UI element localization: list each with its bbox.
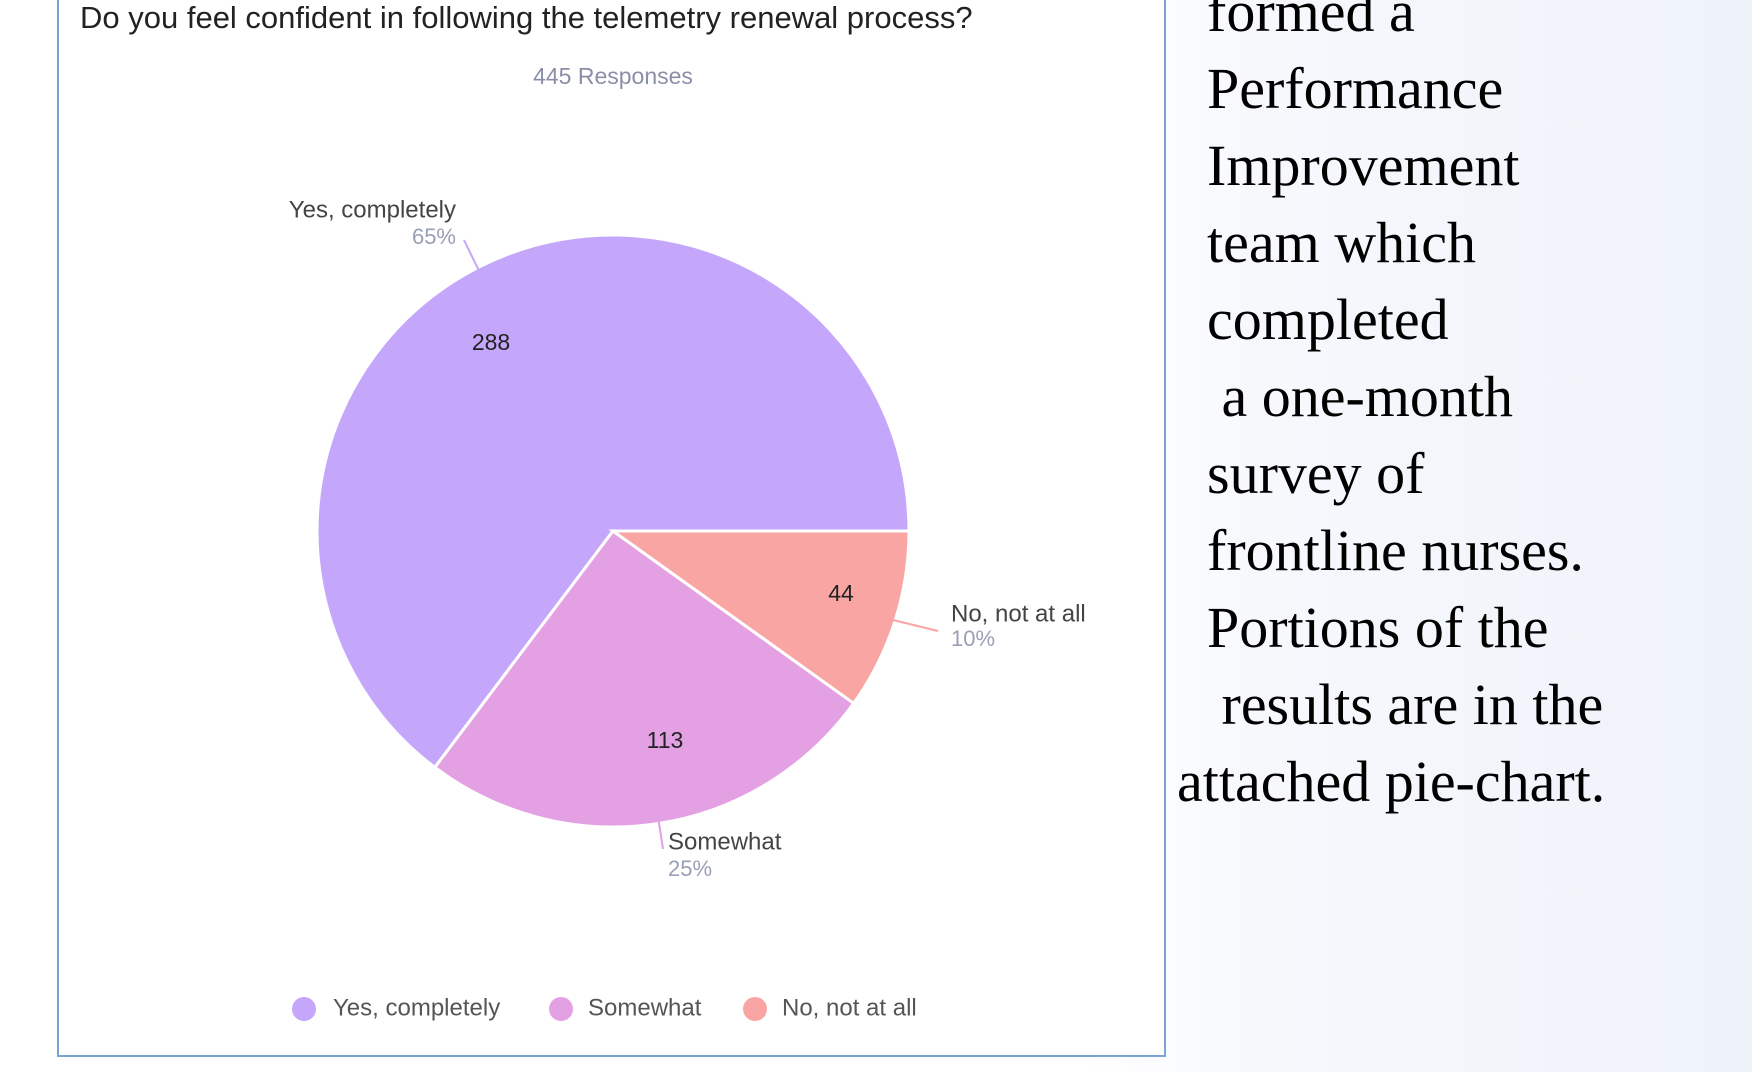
legend-label: Yes, completely	[333, 994, 500, 1021]
callout-label: Somewhat	[668, 828, 782, 855]
chart-subtitle: 445 Responses	[533, 63, 693, 89]
side-text-line: results are in the	[1207, 672, 1603, 737]
legend-swatch	[549, 997, 573, 1021]
slice-value-label: 44	[828, 580, 854, 606]
chart-title: Do you feel confident in following the t…	[80, 0, 973, 35]
legend-label: Somewhat	[588, 994, 702, 1021]
side-text-line: formed a	[1207, 0, 1415, 44]
legend-swatch	[292, 997, 316, 1021]
side-text-line: survey of	[1207, 441, 1425, 506]
legend-label: No, not at all	[782, 994, 917, 1021]
side-text-line: Improvement	[1207, 133, 1519, 198]
slice-value-label: 113	[647, 727, 684, 753]
pie	[315, 233, 911, 829]
callout-share: 10%	[951, 626, 995, 651]
pie-slice	[315, 233, 911, 770]
callout-label: Yes, completely	[289, 196, 456, 223]
side-text-line: Performance	[1207, 56, 1503, 121]
callout-share: 25%	[668, 856, 712, 881]
callout-label: No, not at all	[951, 600, 1086, 627]
side-text-line: Portions of the	[1207, 595, 1549, 660]
side-text-line: frontline nurses.	[1207, 518, 1584, 583]
callout-line	[463, 239, 483, 278]
side-text-line: attached pie-chart.	[1177, 749, 1605, 814]
slice-value-label: 288	[472, 329, 510, 355]
side-text: formed a Performance Improvement team which…	[1177, 0, 1605, 814]
side-text-line: completed	[1207, 287, 1449, 352]
callout-line	[892, 619, 939, 632]
pie-slice	[432, 528, 856, 829]
callout-share: 65%	[412, 224, 456, 249]
legend-swatch	[743, 997, 767, 1021]
side-text-line: team which	[1207, 210, 1476, 275]
side-text-line: a one-month	[1207, 364, 1513, 429]
callout-line	[656, 809, 664, 850]
